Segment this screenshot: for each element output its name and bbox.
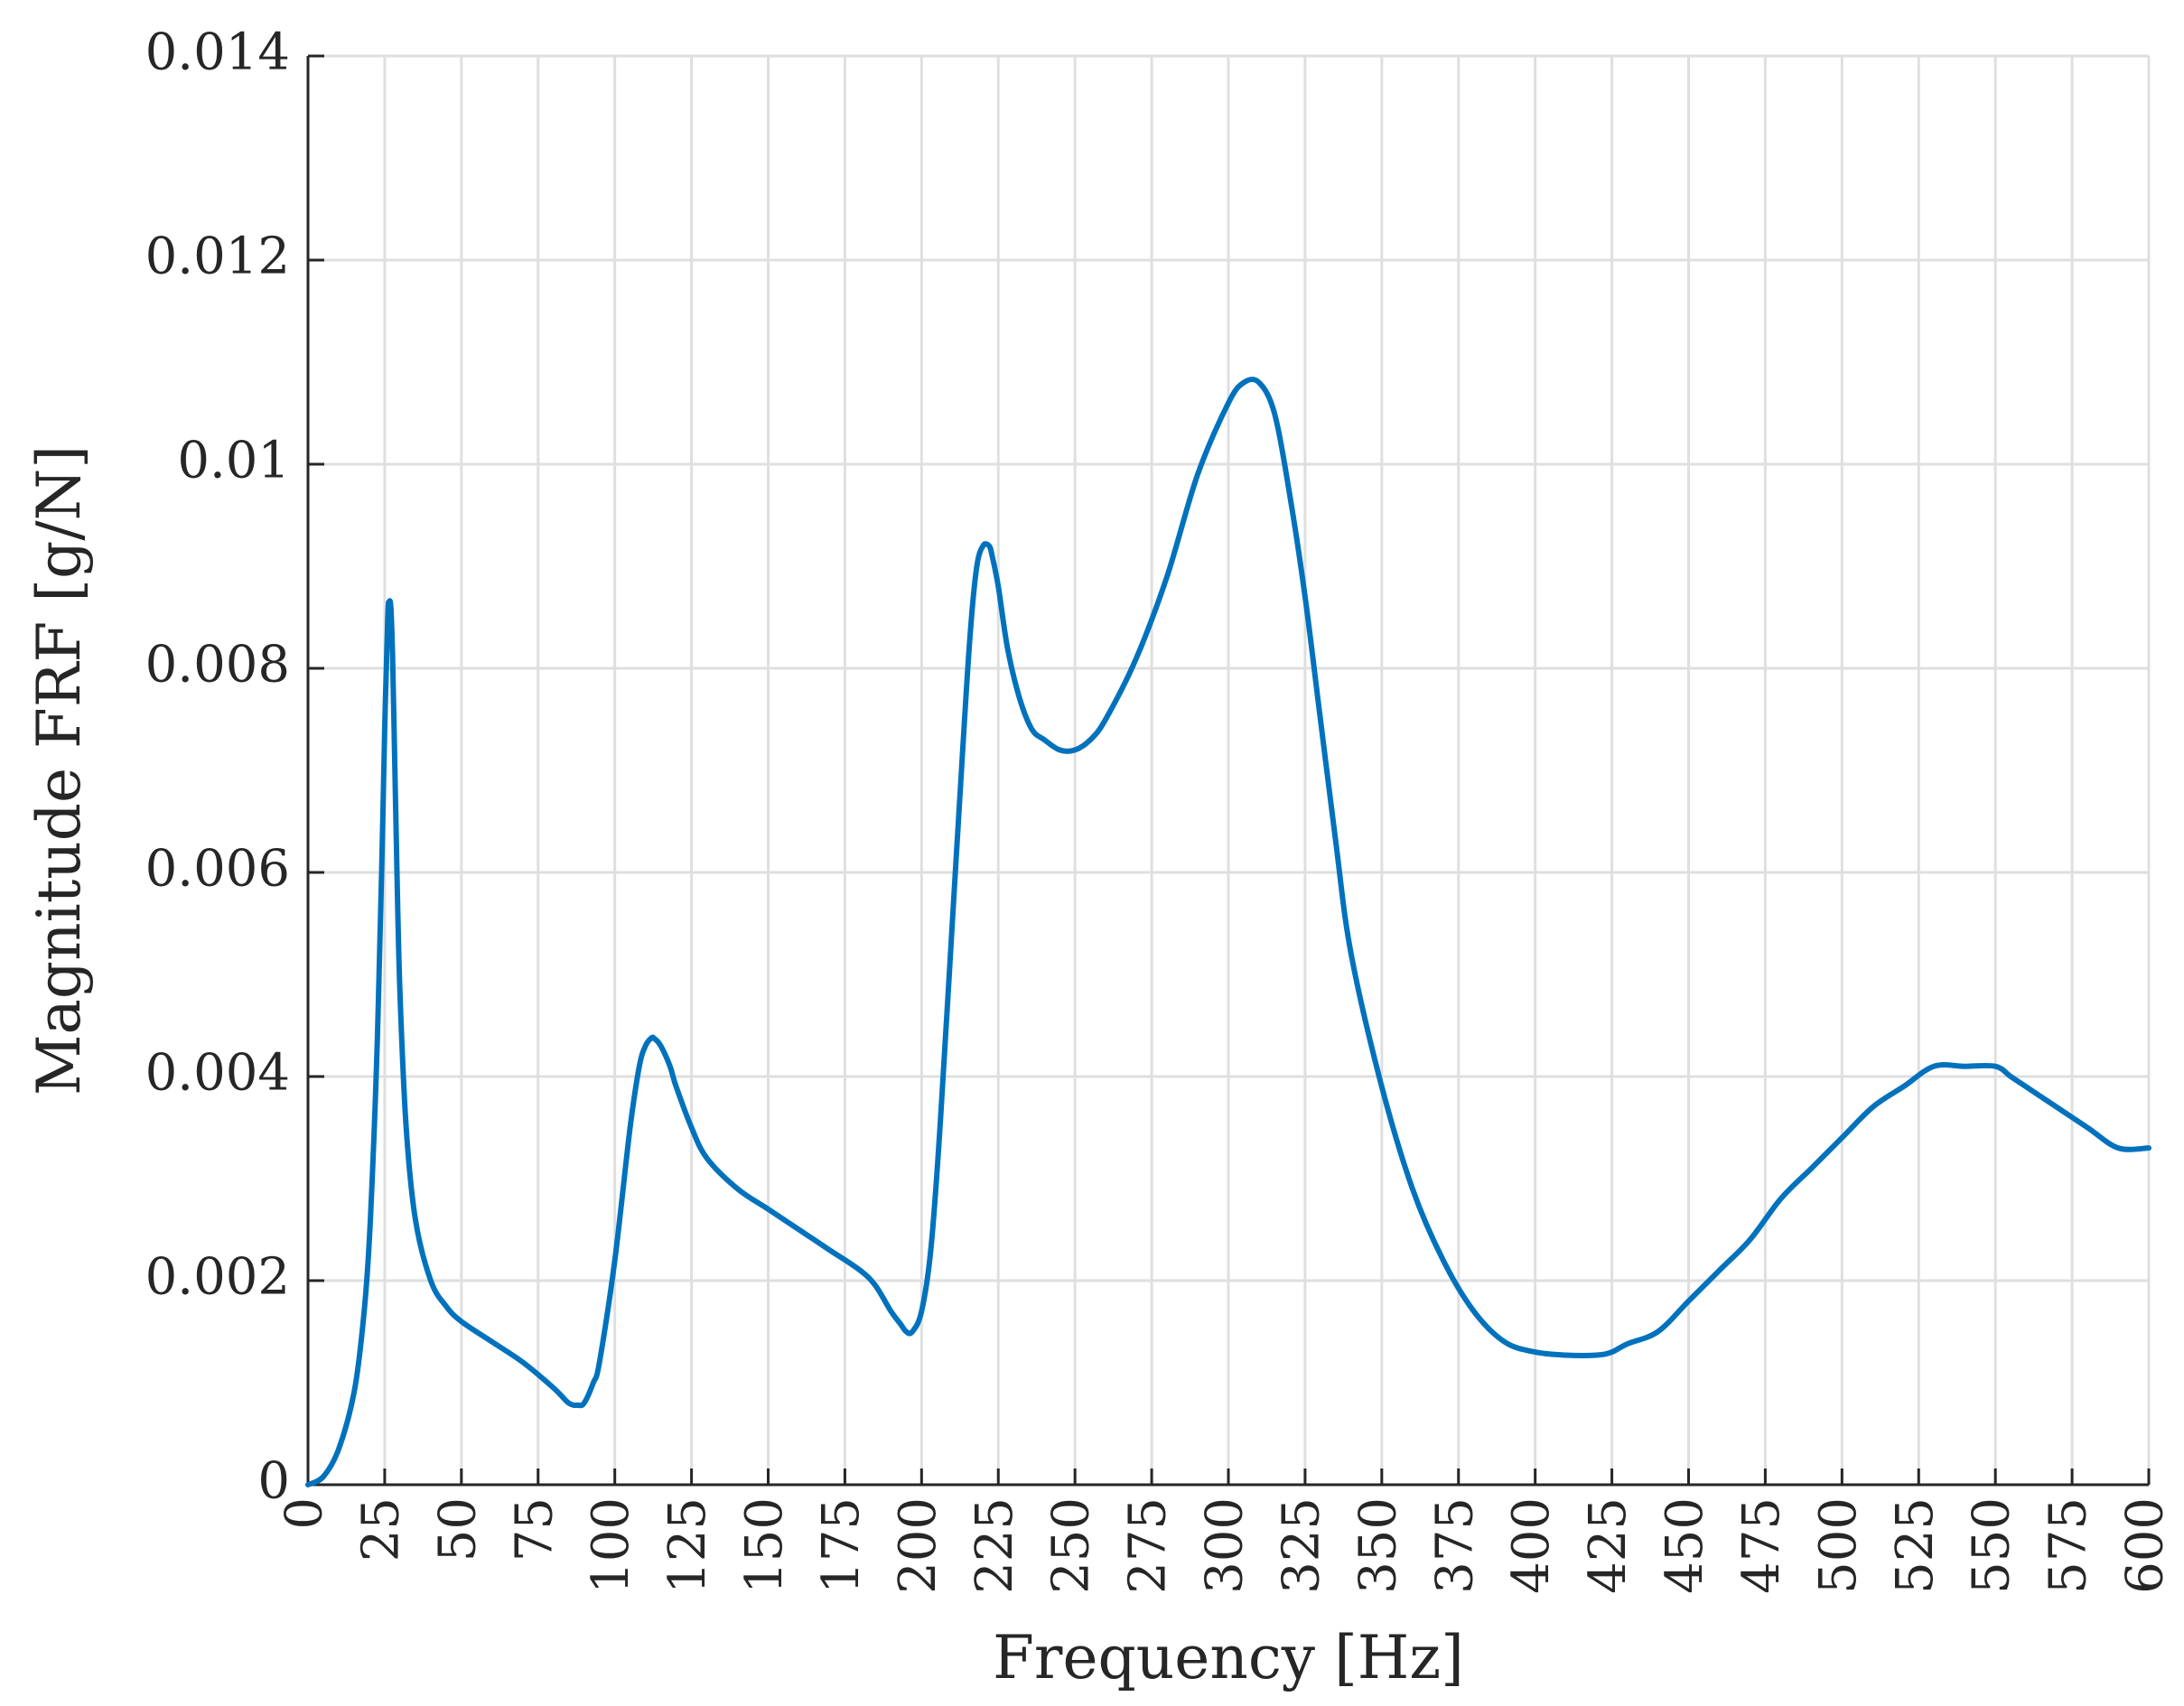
x-tick-label: 375 — [1425, 1497, 1484, 1594]
x-tick-label: 550 — [1963, 1497, 2021, 1594]
x-tick-label: 150 — [735, 1497, 794, 1594]
x-tick-label: 525 — [1886, 1497, 1945, 1594]
y-tick-label: 0.006 — [145, 840, 290, 899]
x-tick-label: 575 — [2039, 1497, 2098, 1594]
x-tick-label: 225 — [966, 1497, 1024, 1594]
x-tick-label: 200 — [889, 1497, 947, 1594]
x-tick-label: 175 — [812, 1497, 871, 1594]
y-tick-label: 0.014 — [145, 23, 290, 82]
x-tick-label: 100 — [582, 1497, 640, 1594]
x-tick-label: 425 — [1579, 1497, 1638, 1594]
y-tick-label: 0 — [257, 1452, 290, 1511]
series-group — [305, 377, 2151, 1487]
y-tick-label: 0.002 — [145, 1248, 290, 1307]
x-tick-label: 0 — [275, 1497, 334, 1530]
x-tick-label: 600 — [2116, 1497, 2175, 1594]
grid — [308, 54, 2151, 1485]
x-tick-label: 75 — [505, 1497, 564, 1562]
y-tick-label: 0.01 — [177, 432, 290, 490]
x-tick-label: 500 — [1809, 1497, 1868, 1594]
y-tick-label: 0.012 — [145, 228, 290, 286]
x-tick-label: 475 — [1732, 1497, 1791, 1594]
x-tick-label: 350 — [1349, 1497, 1407, 1594]
x-tick-label: 400 — [1502, 1497, 1561, 1594]
x-tick-label: 450 — [1656, 1497, 1714, 1594]
x-tick-label: 50 — [428, 1497, 487, 1562]
x-tick-label: 325 — [1272, 1497, 1330, 1594]
x-tick-label: 250 — [1042, 1497, 1101, 1594]
x-tick-label: 275 — [1119, 1497, 1178, 1594]
x-tick-label: 300 — [1196, 1497, 1255, 1594]
series-line-frf — [305, 377, 2151, 1487]
x-axis-ticks: 0 25 50 75 100 125 150 175 200 225 250 275 300 325 350… — [275, 1468, 2175, 1594]
y-tick-label: 0.008 — [145, 636, 290, 695]
x-tick-label: 125 — [658, 1497, 717, 1594]
x-tick-label: 25 — [351, 1497, 410, 1562]
y-axis-ticks: 0 0.002 0.004 0.006 0.008 0.01 0.012 0.014 — [145, 23, 324, 1511]
y-tick-label: 0.004 — [145, 1044, 290, 1103]
y-axis-label: Magnitude FRF [g/N] — [24, 445, 94, 1095]
x-axis-label: Frequency [Hz] — [993, 1623, 1464, 1692]
